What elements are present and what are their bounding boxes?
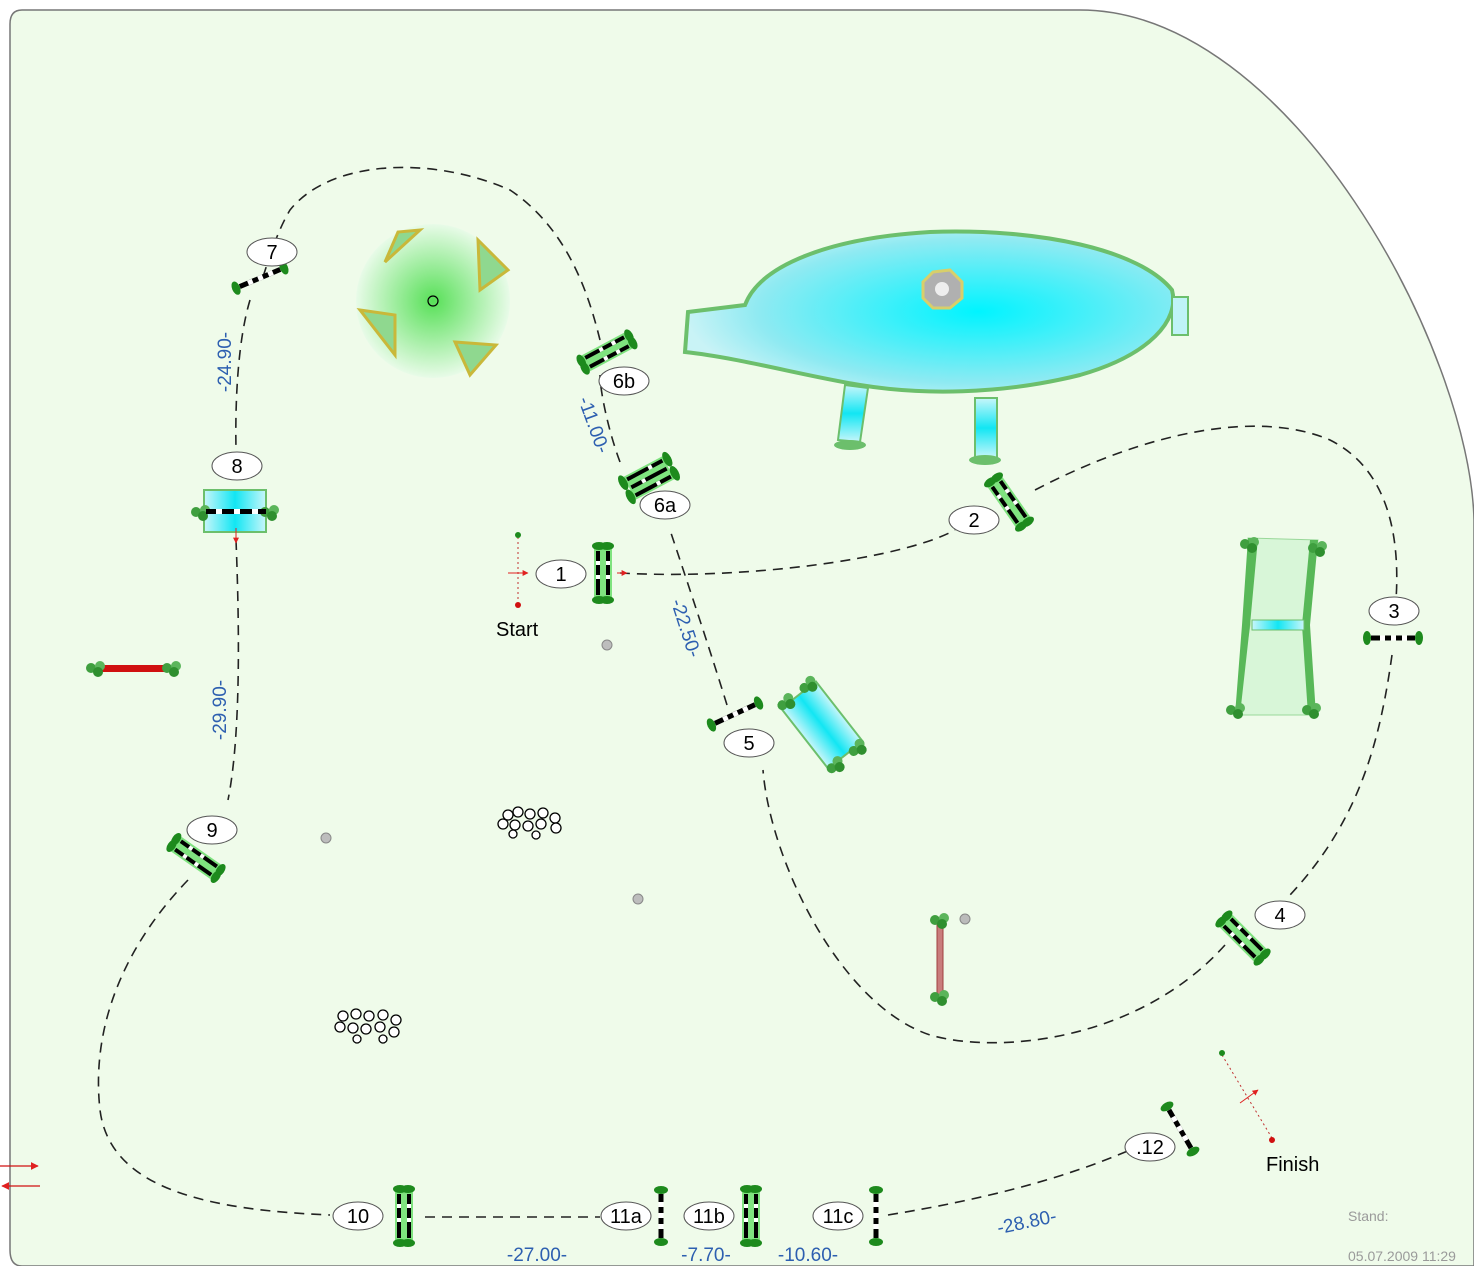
svg-text:6b: 6b <box>613 371 635 393</box>
distance-7-8: -24.90- <box>215 332 236 392</box>
svg-text:6a: 6a <box>654 495 677 517</box>
svg-text:3: 3 <box>1388 601 1399 623</box>
start-line: Start <box>496 532 539 641</box>
jump-8 <box>191 489 279 544</box>
svg-text:.12: .12 <box>1136 1137 1164 1159</box>
finish-label: Finish <box>1266 1154 1319 1176</box>
obstacle-label-11a: 11a <box>600 1201 652 1231</box>
svg-text:5: 5 <box>743 733 754 755</box>
start-label: Start <box>496 619 539 641</box>
svg-text:1: 1 <box>555 564 566 586</box>
pond <box>682 229 1189 465</box>
svg-text:7: 7 <box>266 242 277 264</box>
distance-10-11a: -27.00- <box>507 1245 567 1266</box>
obstacle-label-5: 5 <box>723 728 775 758</box>
svg-text:8: 8 <box>231 456 242 478</box>
red-pole <box>86 661 181 677</box>
bank-obstacle <box>1226 537 1327 719</box>
jump-1 <box>592 542 628 604</box>
svg-text:9: 9 <box>206 820 217 842</box>
log-obstacle <box>930 913 971 1006</box>
round-flower-bed <box>356 224 511 378</box>
distance-8-9: -29.90- <box>210 680 231 740</box>
obstacle-label-1: 1 <box>535 559 587 589</box>
obstacle-label-4: 4 <box>1254 900 1306 930</box>
obstacle-label-6a: 6a <box>639 490 691 520</box>
edge-arrows <box>0 1162 40 1190</box>
svg-text:2: 2 <box>968 510 979 532</box>
distance-11a-11b: -7.70- <box>681 1245 731 1266</box>
distance-11b-11c: -10.60- <box>778 1245 838 1266</box>
svg-text:11c: 11c <box>823 1206 854 1228</box>
route-path <box>97 166 1398 1218</box>
obstacle-label-6b: 6b <box>598 366 650 396</box>
obstacle-label-7: 7 <box>246 237 298 267</box>
rock-pile-1 <box>497 806 562 840</box>
svg-text:11a: 11a <box>610 1206 643 1228</box>
jump-11b <box>740 1185 762 1247</box>
obstacle-label-9: 9 <box>186 815 238 845</box>
finish-line: Finish <box>1219 1050 1319 1176</box>
obstacle-label-3: 3 <box>1368 596 1420 626</box>
obstacle-label-11b: 11b <box>683 1201 735 1231</box>
obstacle-label-11c: 11c <box>812 1201 864 1231</box>
jump-10 <box>393 1185 415 1247</box>
svg-text:11b: 11b <box>693 1206 725 1228</box>
obstacle-label-8: 8 <box>211 451 263 481</box>
stand-label: Stand: <box>1348 1208 1388 1224</box>
marker-dots <box>320 639 644 905</box>
rock-pile-2 <box>334 1008 402 1044</box>
timestamp: 05.07.2009 11:29 <box>1348 1248 1456 1264</box>
obstacle-label-12: .12 <box>1124 1132 1176 1162</box>
water-ditch-5 <box>774 673 871 779</box>
svg-text:4: 4 <box>1274 905 1285 927</box>
obstacle-label-10: 10 <box>332 1201 384 1231</box>
svg-text:10: 10 <box>347 1206 369 1228</box>
obstacle-label-2: 2 <box>948 505 1000 535</box>
